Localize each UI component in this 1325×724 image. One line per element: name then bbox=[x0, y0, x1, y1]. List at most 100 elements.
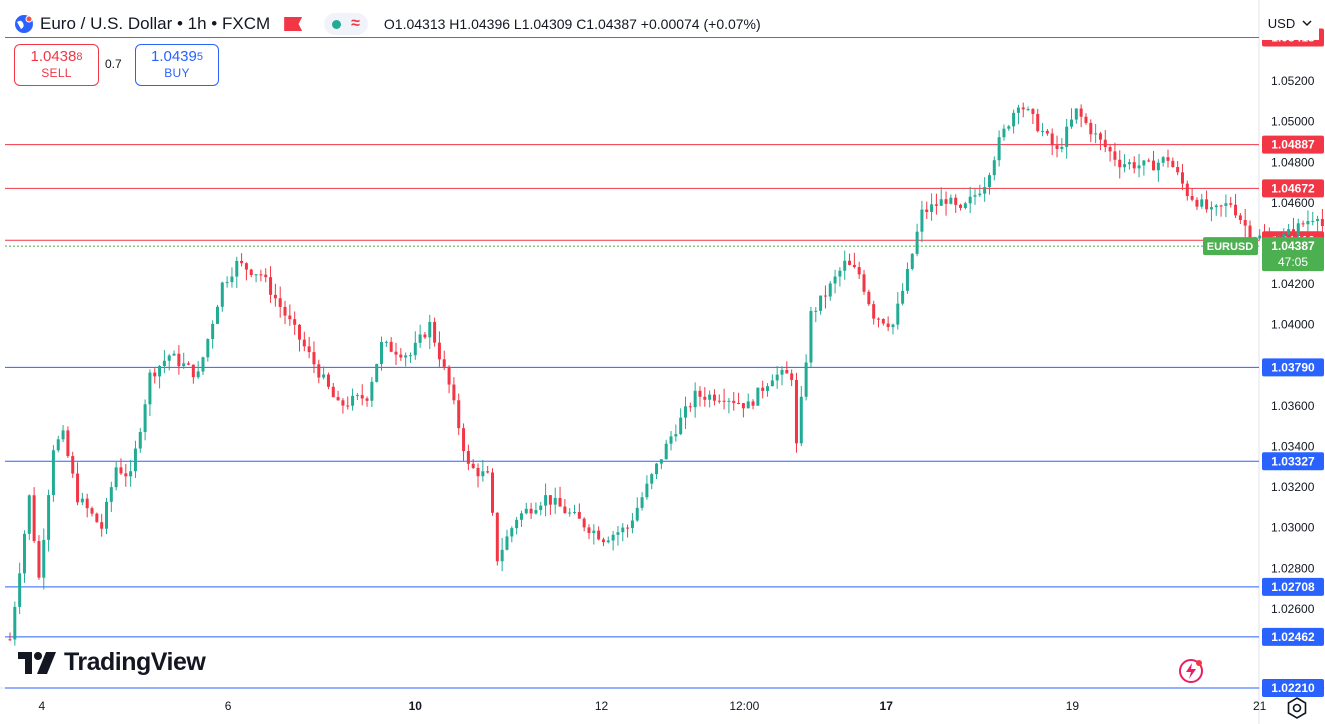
candle-body bbox=[1190, 196, 1194, 200]
last-price-value: 1.04387 bbox=[1271, 239, 1315, 253]
candle-body bbox=[930, 204, 934, 213]
candle-body bbox=[925, 209, 929, 213]
last-price-tag bbox=[1262, 237, 1324, 272]
y-tick-label: 1.05200 bbox=[1271, 74, 1315, 88]
candle-body bbox=[486, 471, 490, 473]
y-tick-label: 1.03200 bbox=[1271, 480, 1315, 494]
candle-body bbox=[939, 199, 943, 206]
chevron-down-icon bbox=[1302, 20, 1312, 27]
candle-body bbox=[1142, 160, 1146, 166]
live-dot-icon bbox=[332, 19, 342, 29]
candle-body bbox=[66, 430, 70, 457]
candle-body bbox=[553, 497, 557, 505]
candle-body bbox=[452, 384, 456, 401]
candle-body bbox=[1176, 167, 1180, 173]
candle-body bbox=[785, 369, 789, 374]
candle-body bbox=[380, 342, 384, 364]
candle-body bbox=[413, 342, 417, 356]
logo-text: TradingView bbox=[64, 648, 206, 676]
candle-body bbox=[1209, 207, 1213, 210]
symbol-title[interactable]: Euro / U.S. Dollar • 1h • FXCM bbox=[40, 14, 271, 33]
sell-button[interactable]: 1.04388 SELL bbox=[14, 44, 99, 86]
candle-body bbox=[582, 518, 586, 528]
x-tick-label: 10 bbox=[409, 699, 423, 713]
candle-body bbox=[1098, 133, 1102, 140]
candle-body bbox=[1238, 215, 1242, 220]
candle-body bbox=[196, 371, 200, 378]
candle-body bbox=[360, 395, 364, 399]
candle-body bbox=[886, 323, 890, 328]
candle-body bbox=[351, 395, 355, 406]
candle-body bbox=[790, 373, 794, 380]
resistance-level-tag-label: 1.04887 bbox=[1271, 138, 1315, 152]
candle-body bbox=[1234, 204, 1238, 216]
bolt-icon[interactable] bbox=[1177, 657, 1205, 685]
candle-body bbox=[534, 510, 538, 514]
symbol-tag bbox=[1203, 237, 1258, 256]
candle-body bbox=[1103, 139, 1107, 148]
candle-body bbox=[1094, 133, 1098, 135]
flag-icon[interactable] bbox=[284, 17, 303, 31]
ohlc-values: O1.04313 H1.04396 L1.04309 C1.04387 +0.0… bbox=[383, 16, 761, 32]
candle-body bbox=[1166, 157, 1170, 161]
currency-label: USD bbox=[1267, 15, 1296, 31]
candle-body bbox=[1320, 218, 1324, 227]
market-status[interactable]: ≈ bbox=[324, 13, 368, 35]
candle-body bbox=[679, 417, 683, 435]
candle-body bbox=[259, 274, 263, 276]
candle-body bbox=[703, 396, 707, 400]
x-tick-label: 12:00 bbox=[729, 699, 759, 713]
candle-body bbox=[230, 276, 234, 283]
candle-body bbox=[949, 197, 953, 204]
candle-body bbox=[674, 434, 678, 437]
candle-body bbox=[18, 573, 22, 607]
candle-body bbox=[302, 339, 306, 347]
x-tick-label: 19 bbox=[1066, 699, 1080, 713]
tradingview-mark-icon bbox=[18, 651, 56, 674]
candle-body bbox=[611, 534, 615, 541]
candle-body bbox=[307, 346, 311, 353]
candle-body bbox=[548, 495, 552, 505]
candle-body bbox=[1127, 162, 1131, 165]
candle-body bbox=[544, 495, 548, 506]
candle-body bbox=[100, 522, 104, 529]
currency-selector[interactable]: USD bbox=[1262, 6, 1319, 40]
buy-button[interactable]: 1.04395 BUY bbox=[135, 44, 219, 86]
sell-price-pip: 8 bbox=[76, 51, 83, 63]
y-tick-label: 1.03600 bbox=[1271, 399, 1315, 413]
candle-body bbox=[867, 291, 871, 305]
candle-body bbox=[592, 530, 596, 534]
resistance-level-tag-label: 1.04672 bbox=[1271, 181, 1315, 195]
candle-body bbox=[51, 450, 55, 496]
gear-icon[interactable] bbox=[1286, 697, 1308, 719]
candle-body bbox=[1243, 219, 1247, 226]
candle-body bbox=[264, 274, 268, 278]
candle-body bbox=[61, 430, 65, 440]
candle-body bbox=[346, 405, 350, 407]
candle-body bbox=[1296, 223, 1300, 236]
candle-body bbox=[375, 363, 379, 382]
candle-body bbox=[1021, 107, 1025, 110]
candle-body bbox=[973, 195, 977, 197]
symbol-tag-label: EURUSD bbox=[1207, 241, 1254, 253]
candle-body bbox=[1311, 221, 1315, 223]
candle-body bbox=[606, 540, 610, 543]
candle-body bbox=[727, 400, 731, 402]
candle-body bbox=[968, 196, 972, 204]
candle-body bbox=[491, 472, 494, 513]
candle-body bbox=[95, 513, 99, 523]
buy-price: 1.0439 bbox=[150, 48, 197, 65]
tradingview-logo[interactable]: TradingView bbox=[18, 648, 206, 677]
y-tick-label: 1.04600 bbox=[1271, 196, 1315, 210]
candle-body bbox=[891, 324, 895, 328]
candle-body bbox=[1113, 151, 1117, 160]
candle-body bbox=[833, 276, 837, 284]
candle-body bbox=[384, 341, 388, 343]
candle-body bbox=[959, 204, 963, 208]
candle-body bbox=[1152, 160, 1156, 171]
candle-body bbox=[626, 527, 630, 529]
support-level-tag-label: 1.02708 bbox=[1271, 580, 1315, 594]
candle-body bbox=[1016, 107, 1020, 113]
